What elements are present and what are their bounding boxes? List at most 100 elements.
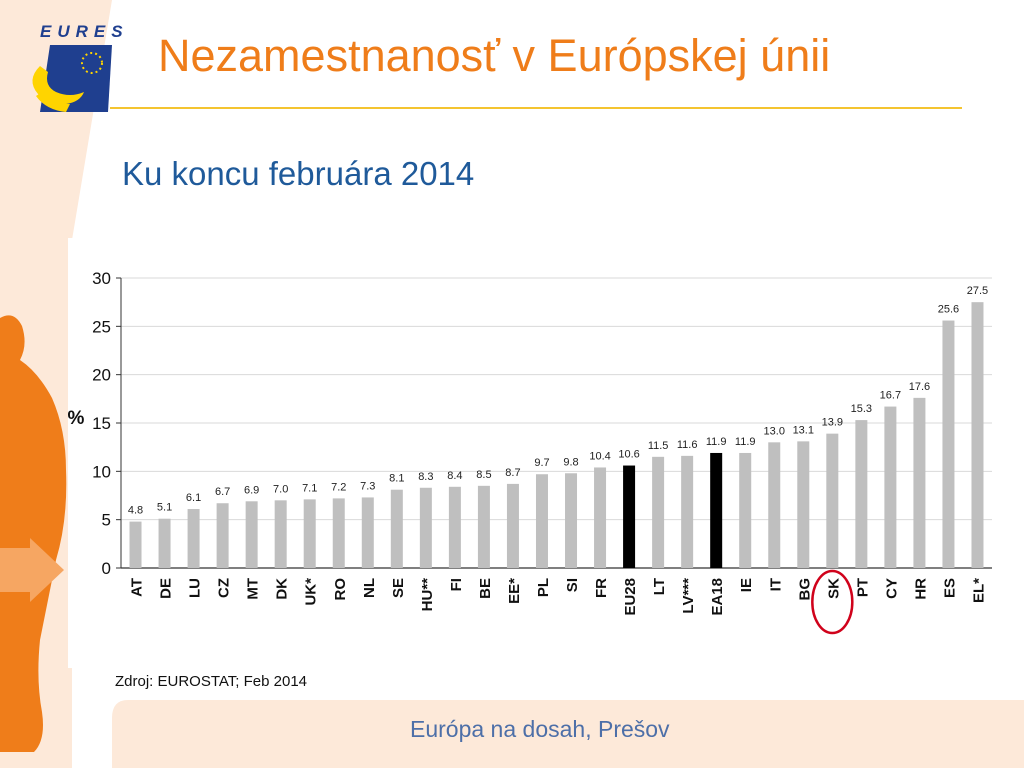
- bar-el: [971, 302, 984, 568]
- data-label: 15.3: [851, 403, 872, 415]
- x-tick-label: AT: [129, 578, 146, 597]
- footer-text: Európa na dosah, Prešov: [410, 716, 670, 742]
- bar-ee: [506, 483, 519, 568]
- x-tick-label: LV***: [680, 578, 697, 614]
- y-axis-label: %: [68, 408, 85, 429]
- y-tick-label: 25: [92, 317, 111, 336]
- bar-hr: [913, 397, 926, 568]
- highlight-circle: [811, 569, 854, 635]
- data-label: 7.2: [331, 481, 346, 493]
- data-label: 13.1: [793, 424, 814, 436]
- bar-cz: [216, 503, 229, 568]
- data-label: 4.8: [128, 505, 143, 517]
- data-label: 8.3: [418, 471, 433, 483]
- x-tick-label: IE: [738, 578, 755, 592]
- data-label: 10.4: [589, 450, 610, 462]
- x-tick-label: PL: [535, 578, 552, 597]
- source-note: Zdroj: EUROSTAT; Feb 2014: [115, 673, 308, 690]
- x-tick-label: BE: [477, 578, 494, 599]
- bar-ie: [739, 452, 752, 568]
- y-tick-label: 20: [92, 366, 111, 385]
- x-tick-label: NL: [361, 578, 378, 598]
- x-tick-label: IT: [767, 578, 784, 591]
- x-tick-label: ES: [941, 578, 958, 598]
- bar-dk: [274, 500, 287, 568]
- logo-text: EURES: [40, 22, 129, 41]
- x-tick-label: HU**: [419, 578, 436, 612]
- data-label: 7.3: [360, 480, 375, 492]
- bar-nl: [361, 497, 374, 568]
- data-label: 10.6: [618, 449, 639, 461]
- person-silhouette-icon: [0, 315, 67, 752]
- bar-lv: [681, 455, 694, 568]
- bar-es: [942, 320, 955, 568]
- bar-cy: [884, 406, 897, 568]
- bar-uk: [303, 499, 316, 568]
- data-label: 6.7: [215, 486, 230, 498]
- bar-pl: [535, 474, 548, 568]
- bar-fi: [448, 486, 461, 568]
- data-label: 27.5: [967, 285, 988, 297]
- data-label: 6.1: [186, 492, 201, 504]
- bar-at: [129, 521, 142, 568]
- x-tick-label: BG: [796, 578, 813, 601]
- bar-bg: [797, 441, 810, 568]
- data-label: 9.7: [534, 457, 549, 469]
- data-label: 8.4: [447, 470, 462, 482]
- x-tick-label: SK: [825, 578, 842, 599]
- x-tick-label: FI: [448, 578, 465, 591]
- x-tick-label: FR: [593, 578, 610, 598]
- x-tick-label: LU: [187, 578, 204, 598]
- data-label: 8.5: [476, 469, 491, 481]
- y-tick-label: 15: [92, 414, 111, 433]
- y-tick-label: 10: [92, 462, 111, 481]
- bar-de: [158, 518, 171, 568]
- data-label: 11.9: [706, 436, 727, 448]
- data-label: 7.1: [302, 482, 317, 494]
- data-label: 16.7: [880, 390, 901, 402]
- x-tick-label: LT: [651, 578, 668, 595]
- x-tick-label: SE: [390, 578, 407, 598]
- page-subtitle: Ku koncu februára 2014: [122, 155, 475, 192]
- data-label: 11.5: [648, 440, 669, 452]
- bar-ro: [332, 498, 345, 568]
- data-label: 17.6: [909, 381, 930, 393]
- x-tick-label: RO: [332, 578, 349, 601]
- data-label: 11.6: [677, 439, 698, 451]
- footer-band: [112, 700, 1024, 768]
- y-tick-label: 0: [102, 559, 111, 578]
- x-tick-label: MT: [245, 578, 262, 600]
- y-tick-label: 5: [102, 511, 111, 530]
- arrow-icon: [0, 538, 64, 602]
- bar-mt: [245, 501, 258, 568]
- data-label: 6.9: [244, 484, 259, 496]
- data-label: 13.9: [822, 417, 843, 429]
- data-label: 9.8: [563, 456, 578, 468]
- x-tick-label: DE: [158, 578, 175, 599]
- x-tick-label: CY: [883, 578, 900, 599]
- x-tick-label: PT: [854, 578, 871, 597]
- bar-ea18: [710, 452, 723, 568]
- bar-lt: [652, 456, 665, 568]
- page-title: Nezamestnanosť v Európskej únii: [158, 30, 831, 81]
- data-label: 11.9: [735, 436, 756, 448]
- bar-hu: [419, 487, 432, 568]
- x-tick-label: DK: [274, 578, 291, 600]
- x-tick-label: UK*: [303, 578, 320, 606]
- data-label: 25.6: [938, 304, 959, 316]
- bar-pt: [855, 420, 868, 568]
- data-label: 5.1: [157, 502, 172, 514]
- eures-logo-icon: [32, 45, 112, 112]
- data-label: 8.1: [389, 473, 404, 485]
- x-tick-label: SI: [564, 578, 581, 592]
- bar-be: [477, 485, 490, 568]
- data-label: 7.0: [273, 483, 288, 495]
- bar-si: [565, 473, 578, 568]
- x-tick-label: EU28: [622, 578, 639, 616]
- bar-fr: [594, 467, 607, 568]
- bar-eu28: [623, 465, 636, 568]
- x-tick-label: CZ: [216, 578, 233, 598]
- x-tick-label: EL*: [970, 578, 987, 603]
- bar-sk: [826, 433, 839, 568]
